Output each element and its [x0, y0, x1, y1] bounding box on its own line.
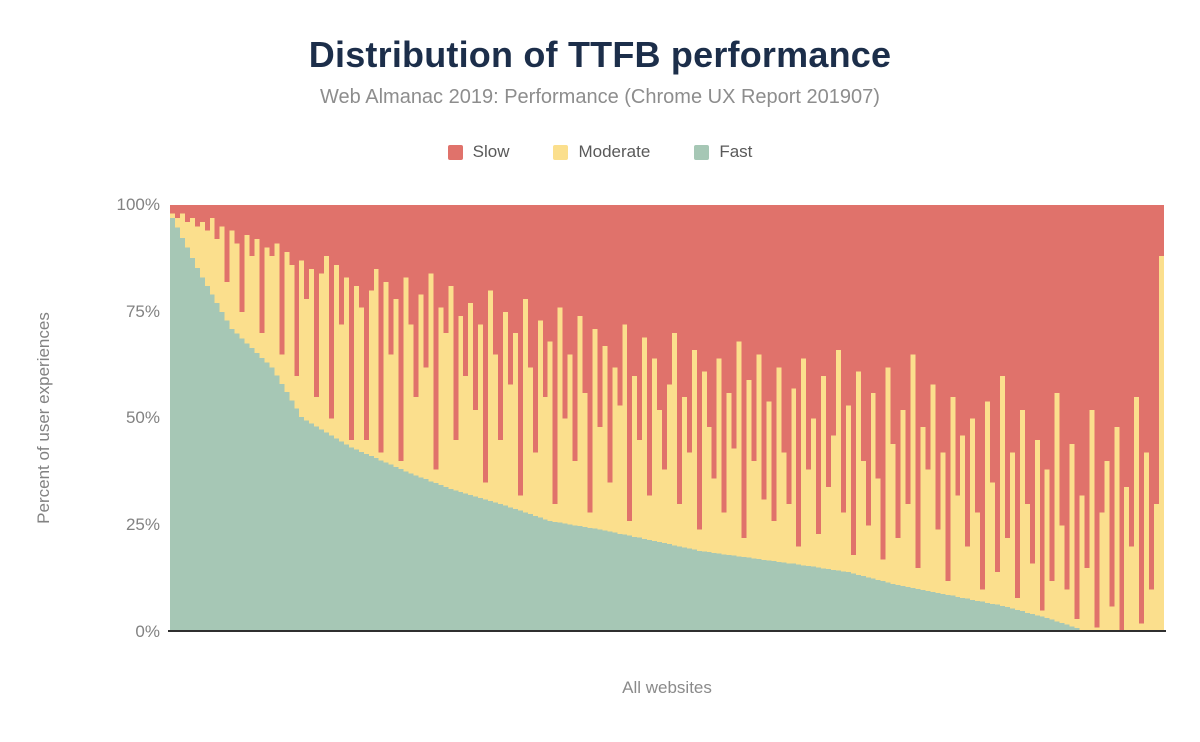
y-tick-100: 100% — [116, 195, 160, 214]
x-axis-title: All websites — [622, 678, 712, 697]
stacked-bar-chart — [170, 205, 1164, 632]
bars-canvas — [170, 205, 1164, 632]
x-axis-line — [168, 630, 1166, 632]
legend-swatch-slow — [447, 144, 463, 160]
legend-label-moderate: Moderate — [578, 142, 651, 161]
legend-label-fast: Fast — [719, 142, 753, 161]
legend-swatch-moderate — [553, 144, 569, 160]
chart-title: Distribution of TTFB performance — [308, 34, 892, 75]
chart-subtitle: Web Almanac 2019: Performance (Chrome UX… — [320, 86, 880, 108]
legend-item-moderate: Moderate — [553, 142, 650, 162]
legend-item-slow: Slow — [447, 142, 510, 162]
legend-swatch-fast — [694, 144, 710, 160]
legend-item-fast: Fast — [694, 142, 752, 162]
y-tick-25: 25% — [125, 515, 160, 534]
y-tick-75: 75% — [125, 302, 160, 321]
legend: Slow Moderate Fast — [0, 142, 1200, 162]
y-tick-0: 0% — [135, 622, 160, 641]
y-tick-50: 50% — [125, 408, 160, 427]
legend-label-slow: Slow — [472, 142, 510, 161]
